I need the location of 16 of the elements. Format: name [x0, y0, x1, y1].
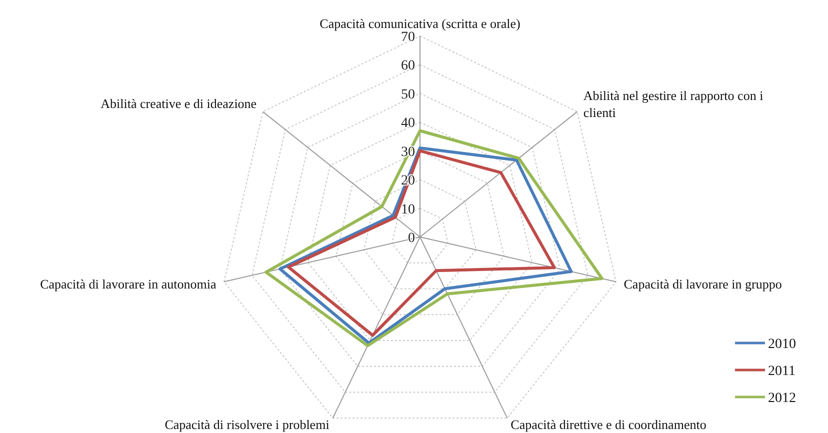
- y-tick-label: 10: [401, 202, 415, 218]
- spoke-label: Abilità nel gestire il rapporto con i clienti: [583, 88, 764, 120]
- legend-label: 2010: [768, 337, 796, 352]
- y-tick-label: 70: [401, 30, 415, 45]
- y-tick-label: 60: [401, 58, 415, 74]
- spoke-label: Capacità di lavorare in gruppo: [624, 276, 782, 292]
- spoke-label: Capacità di lavorare in autonomia: [40, 276, 216, 292]
- spoke-label: Capacità di risolvere i problemi: [164, 416, 330, 432]
- spoke-label: Capacità comunicativa (scritta e orale): [320, 16, 520, 31]
- spoke-label: Capacità direttive e di coordinamento: [510, 416, 706, 432]
- y-tick-label: 50: [401, 87, 415, 102]
- spoke-label: Abilità creative e di ideazione: [100, 96, 257, 112]
- legend-label: 2012: [768, 391, 796, 406]
- legend-label: 2011: [768, 364, 796, 379]
- y-tick-label: 0: [408, 231, 415, 246]
- y-tick-label: 40: [401, 116, 415, 132]
